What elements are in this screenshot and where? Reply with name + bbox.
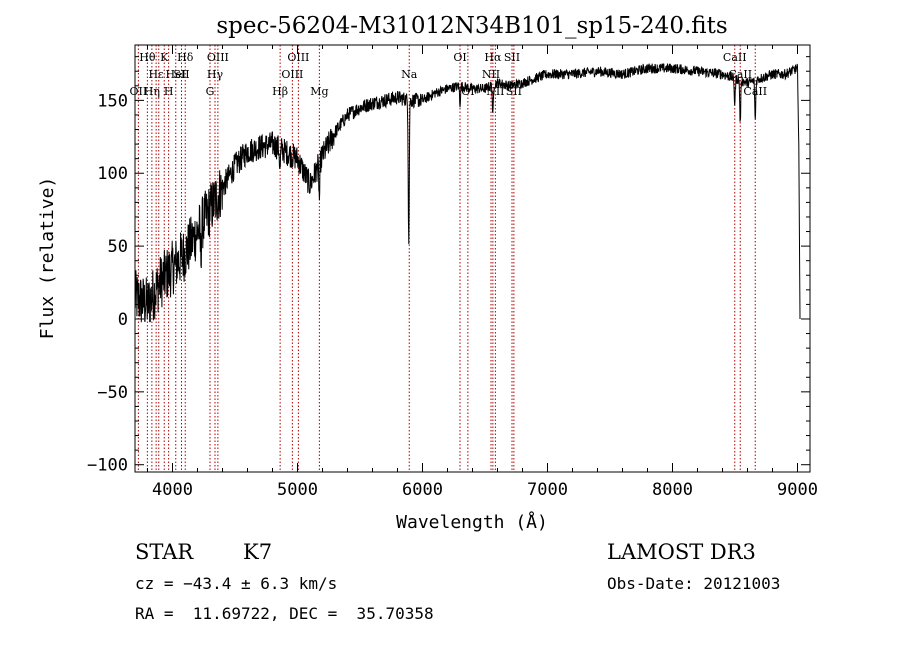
line-marker-label: OIII — [207, 51, 229, 64]
object-subclass: K7 — [243, 540, 273, 564]
y-tick-label: −50 — [97, 383, 128, 403]
line-marker-label: CaII — [728, 68, 752, 81]
line-marker-label: NII — [482, 68, 500, 81]
redshift-readout: cz = −43.4 ± 6.3 km/s — [135, 574, 338, 593]
line-marker-label: Hα — [484, 51, 502, 64]
line-marker-label: Hθ — [139, 51, 156, 64]
object-class: STAR — [135, 540, 194, 564]
line-marker-label: OIII — [281, 68, 303, 81]
x-tick-label: 5000 — [277, 480, 318, 500]
x-tick-label: 9000 — [777, 480, 818, 500]
line-marker-label: Hγ — [207, 68, 224, 81]
y-axis-label: Flux (relative) — [37, 177, 58, 340]
x-tick-label: 4000 — [152, 480, 193, 500]
line-marker-label: SII — [173, 68, 189, 81]
line-marker-label: Hη — [144, 85, 160, 98]
spectrum-line — [134, 63, 801, 323]
y-tick-label: 150 — [97, 91, 128, 111]
x-axis-ticks: 4000 5000 6000 7000 8000 9000 — [147, 45, 818, 500]
y-tick-label: 0 — [118, 310, 128, 330]
y-tick-label: 50 — [108, 237, 128, 257]
plot-frame — [134, 44, 811, 473]
x-tick-label: 6000 — [402, 480, 443, 500]
y-tick-label: 100 — [97, 164, 128, 184]
x-tick-label: 7000 — [527, 480, 568, 500]
line-marker-label: CaII — [743, 85, 767, 98]
x-tick-label: 8000 — [652, 480, 693, 500]
line-marker-label: CaII — [723, 51, 747, 64]
survey-name: LAMOST DR3 — [607, 540, 756, 564]
y-axis-ticks: −100 −50 0 50 100 150 — [87, 56, 810, 476]
spectral-line-markers — [137, 45, 756, 472]
x-axis-label: Wavelength (Å) — [396, 511, 548, 533]
line-marker-label: OI — [453, 51, 466, 64]
line-marker-label: HeI — [166, 68, 186, 81]
y-tick-label: −100 — [87, 456, 128, 476]
observation-date: Obs-Date: 20121003 — [607, 574, 781, 593]
line-marker-label: Mg — [310, 85, 328, 98]
line-marker-label: SII — [504, 51, 520, 64]
line-marker-label: K — [160, 51, 169, 64]
line-marker-label: Hβ — [272, 85, 288, 98]
line-marker-label: H — [164, 85, 174, 98]
line-marker-label: Na — [401, 68, 418, 81]
line-marker-label: Hδ — [177, 51, 194, 64]
line-marker-label: OIII — [287, 51, 309, 64]
spectral-line-labels: OIIHθHηHεKHHeISIIHδGHγOIIIHβOIIIOIIIMgNa… — [130, 51, 768, 98]
line-marker-label: NII — [486, 85, 504, 98]
line-marker-label: OII — [130, 85, 148, 98]
line-marker-label: G — [206, 85, 215, 98]
line-marker-label: Hε — [148, 68, 164, 81]
coordinates-readout: RA = 11.69722, DEC = 35.70358 — [135, 604, 434, 623]
chart-title: spec-56204-M31012N34B101_sp15-240.fits — [216, 13, 727, 39]
